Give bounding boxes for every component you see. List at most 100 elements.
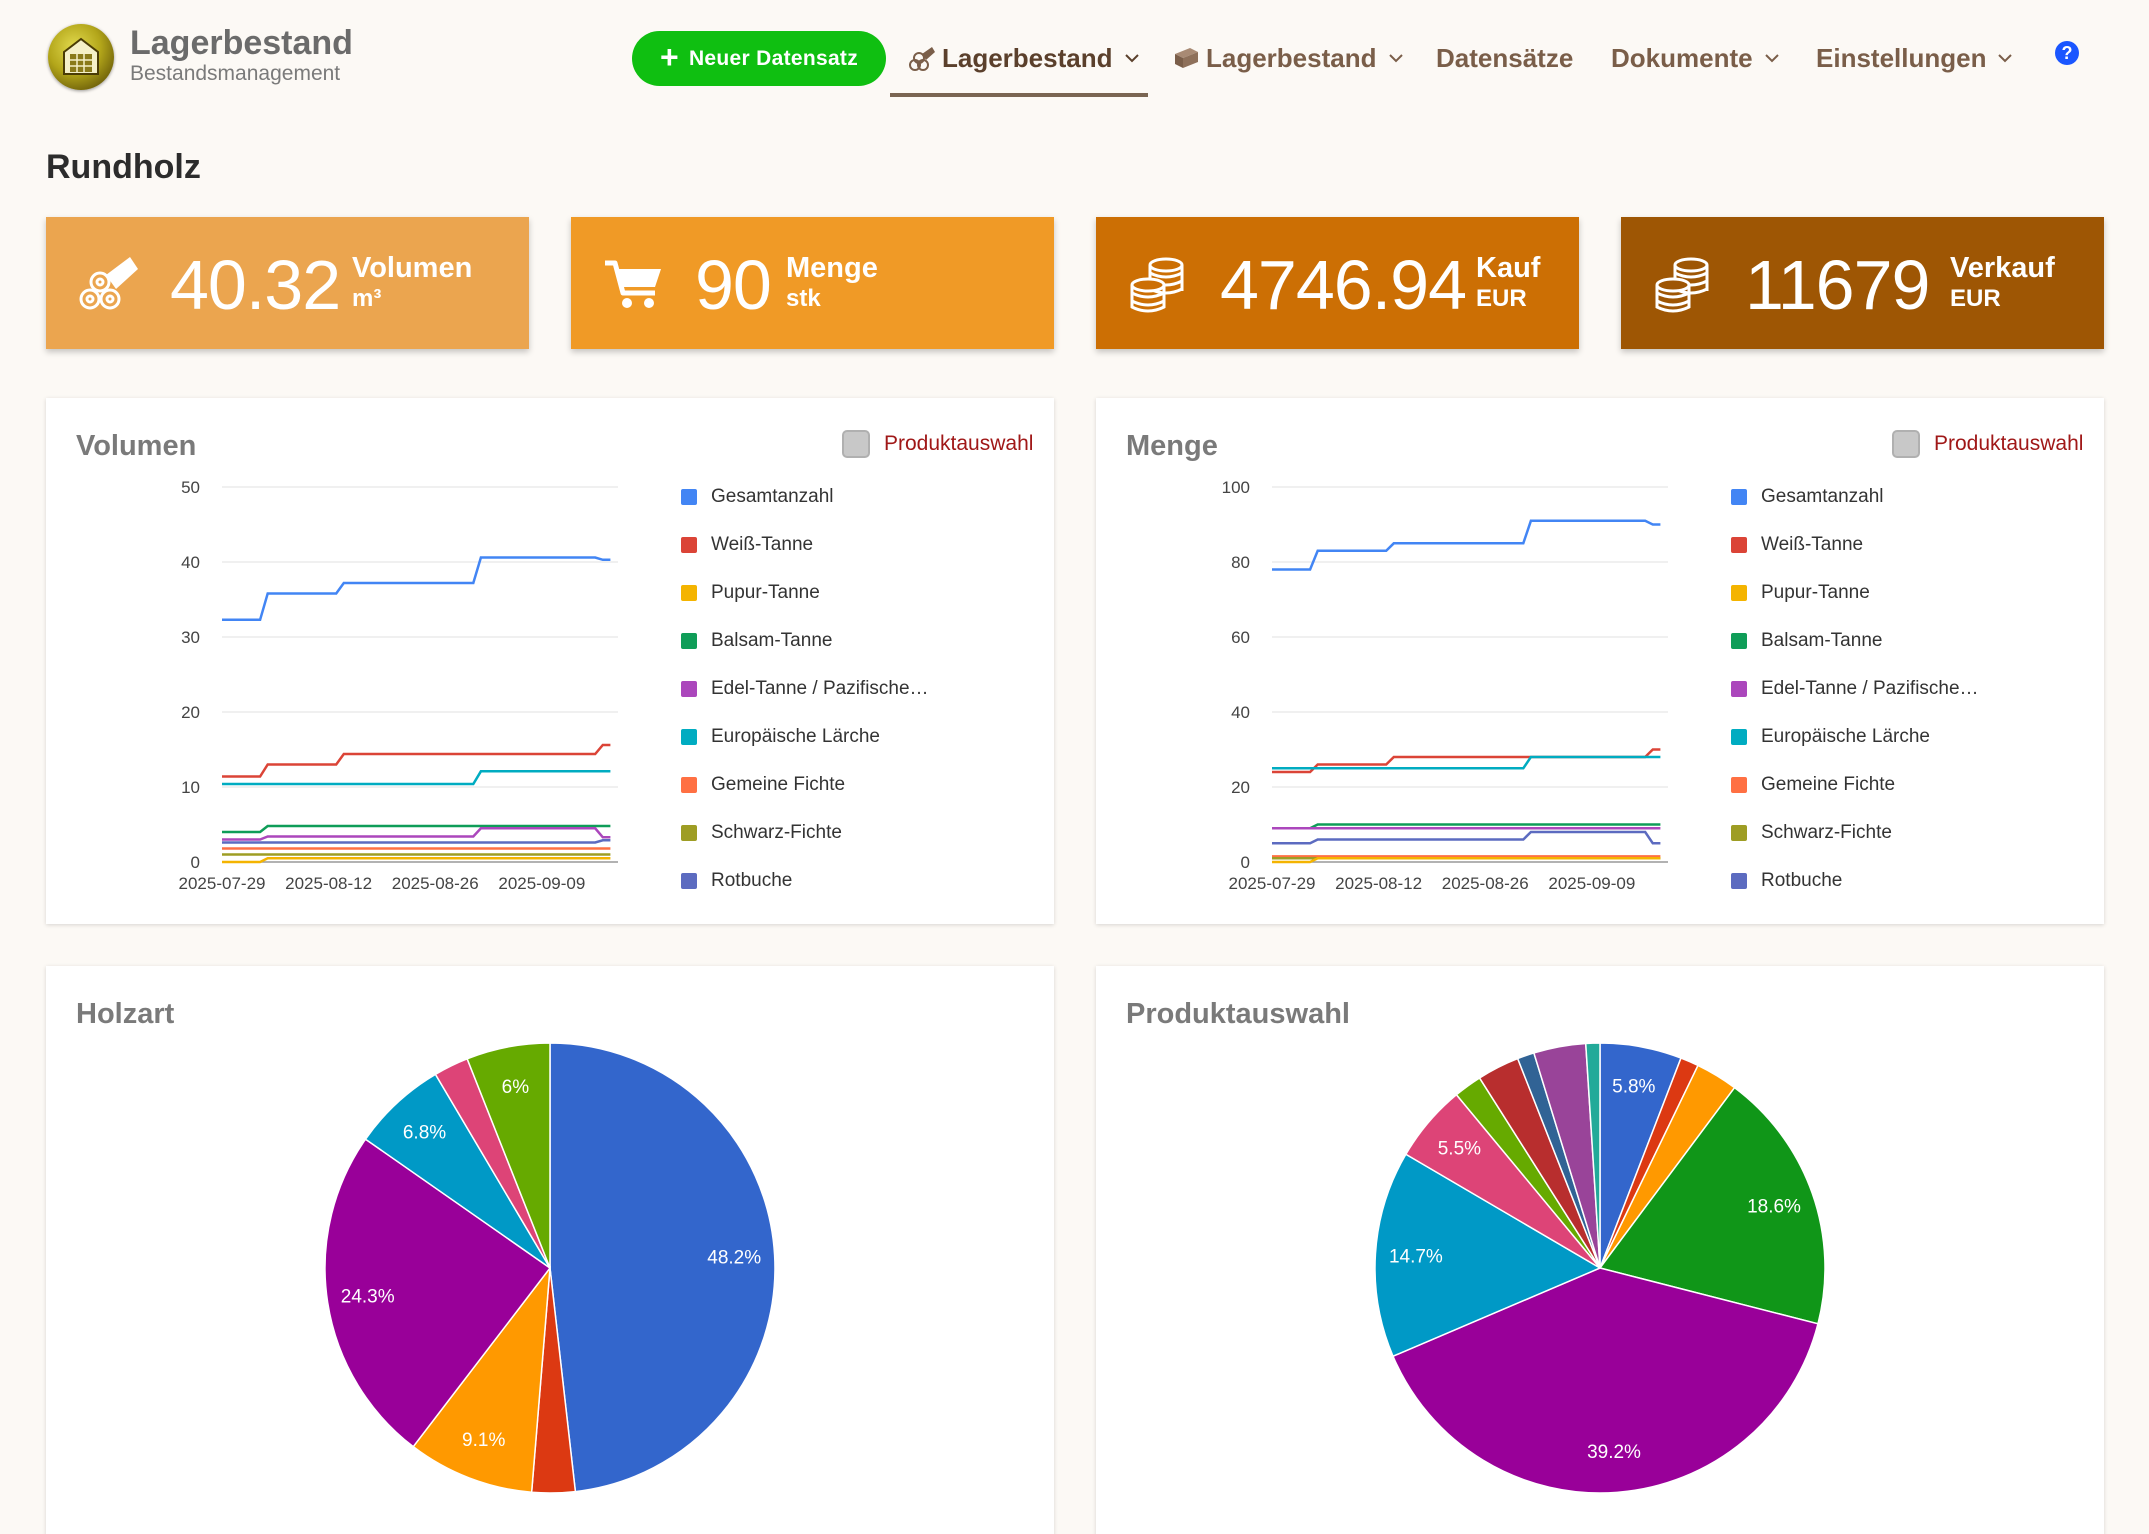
stat-value: 90	[695, 246, 772, 324]
produktauswahl-toggle[interactable]: Produktauswahl	[842, 430, 1033, 458]
series-line	[1272, 748, 1661, 774]
legend-item[interactable]: Pupur-Tanne	[1731, 582, 1870, 604]
legend-item[interactable]: Gesamtanzahl	[681, 486, 834, 508]
stat-label: Volumen	[352, 252, 473, 284]
y-tick-label: 30	[181, 628, 200, 647]
cart-icon	[605, 260, 661, 308]
pie-slice[interactable]	[549, 1042, 776, 1493]
x-tick-label: 2025-07-29	[1229, 874, 1316, 893]
y-tick-label: 0	[191, 853, 200, 872]
legend-label: Gemeine Fichte	[711, 774, 846, 795]
nav-item-dokumente[interactable]: Dokumente	[1611, 38, 1779, 78]
legend-item[interactable]: Weiß-Tanne	[1731, 534, 1863, 556]
help-icon[interactable]: ?	[2055, 41, 2079, 65]
y-tick-label: 0	[1241, 853, 1250, 872]
stat-value: 11679	[1745, 246, 1930, 324]
y-tick-label: 40	[181, 553, 200, 572]
y-tick-label: 50	[181, 478, 200, 497]
x-tick-label: 2025-07-29	[179, 874, 266, 893]
produktauswahl-toggle[interactable]: Produktauswahl	[1892, 430, 2083, 458]
slice-label: 6.8%	[403, 1123, 446, 1144]
nav-item-einstellungen[interactable]: Einstellungen	[1816, 38, 2013, 78]
series-line	[1272, 755, 1661, 770]
lumber-icon	[1175, 48, 1198, 68]
pie-slice[interactable]	[1584, 1042, 1601, 1269]
legend-item[interactable]: Schwarz-Fichte	[681, 822, 842, 844]
legend-item[interactable]: Europäische Lärche	[1731, 726, 1930, 748]
legend-swatch	[681, 729, 697, 745]
legend-item[interactable]: Schwarz-Fichte	[1731, 822, 1892, 844]
series-line	[222, 743, 611, 778]
stat-value: 40.32	[170, 246, 341, 324]
legend-item[interactable]: Rotbuche	[681, 870, 792, 892]
series-line	[222, 839, 611, 844]
nav-item-datensaetze[interactable]: Datensätze	[1436, 38, 1573, 78]
stat-value: 4746.94	[1220, 246, 1467, 324]
produktauswahl-checkbox[interactable]	[842, 430, 870, 458]
chevron-down-icon	[1124, 54, 1139, 63]
y-tick-label: 20	[1231, 778, 1250, 797]
menge-chart-panel: Menge Produktauswahl 0 20 40 60 80 100 2025-07…	[1096, 398, 2104, 924]
series-line	[1272, 519, 1661, 571]
slice-label: 5.5%	[1438, 1139, 1481, 1160]
coins-icon	[1130, 257, 1184, 313]
stat-unit: m³	[352, 285, 382, 312]
produktauswahl-checkbox[interactable]	[1892, 430, 1920, 458]
x-tick-label: 2025-08-26	[1442, 874, 1529, 893]
pie-slice[interactable]	[1598, 1086, 1826, 1325]
panel-title: Produktauswahl	[1126, 998, 1350, 1030]
series-line	[222, 770, 611, 786]
nav-item-lagerbestand-rundholz[interactable]: Lagerbestand	[908, 38, 1139, 78]
legend-label: Weiß-Tanne	[1761, 534, 1864, 555]
stat-label: Menge	[786, 252, 878, 284]
legend-item[interactable]: Gemeine Fichte	[681, 774, 845, 796]
stat-label: Kauf	[1476, 252, 1541, 284]
legend-label: Europäische Lärche	[1761, 726, 1930, 747]
legend-label: Edel-Tanne / Pazifische…	[1761, 678, 1979, 699]
nav-label: Lagerbestand	[942, 42, 1113, 73]
page-title: Rundholz	[46, 148, 201, 186]
legend-item[interactable]: Pupur-Tanne	[681, 582, 820, 604]
legend-item[interactable]: Edel-Tanne / Pazifische…	[681, 678, 929, 700]
pie-slice[interactable]	[1392, 1267, 1819, 1494]
chevron-down-icon	[1388, 54, 1403, 63]
pie-slice[interactable]	[324, 1138, 552, 1448]
stat-card-kauf: 4746.94 Kauf EUR	[1096, 217, 1579, 349]
pie-slice[interactable]	[412, 1265, 551, 1494]
legend-item[interactable]: Balsam-Tanne	[1731, 630, 1882, 652]
logo-icon[interactable]	[48, 24, 114, 90]
x-tick-label: 2025-08-12	[1335, 874, 1422, 893]
nav-label: Datensätze	[1436, 42, 1574, 73]
holzart-chart-panel: Holzart 48.2% 9.1% 24.3% 6.8% 6%	[46, 966, 1054, 1534]
pie-slice[interactable]	[466, 1042, 551, 1269]
pie-slice[interactable]	[1374, 1153, 1602, 1358]
coins-icon	[1655, 257, 1709, 313]
legend-swatch	[1731, 873, 1747, 889]
new-record-label: Neuer Datensatz	[688, 46, 859, 70]
logs-icon	[79, 257, 138, 310]
legend-swatch	[681, 681, 697, 697]
stat-unit: EUR	[1950, 285, 2001, 312]
legend-item[interactable]: Gesamtanzahl	[1731, 486, 1884, 508]
legend-label: Balsam-Tanne	[1761, 630, 1883, 651]
stat-card-verkauf: 11679 Verkauf EUR	[1621, 217, 2104, 349]
plus-icon: +	[659, 38, 679, 75]
legend-label: Schwarz-Fichte	[1761, 822, 1892, 843]
new-record-button[interactable]: + Neuer Datensatz	[632, 31, 886, 86]
legend-item[interactable]: Weiß-Tanne	[681, 534, 813, 556]
slice-label: 14.7%	[1389, 1246, 1443, 1267]
app-header: Lagerbestand Bestandsmanagement + Neuer …	[0, 0, 2149, 110]
series-line	[222, 827, 611, 841]
brand-subtitle: Bestandsmanagement	[130, 62, 341, 85]
nav-item-lagerbestand-schnittholz[interactable]: Lagerbestand	[1172, 38, 1403, 78]
legend-item[interactable]: Rotbuche	[1731, 870, 1842, 892]
legend-item[interactable]: Europäische Lärche	[681, 726, 880, 748]
legend-label: Rotbuche	[1761, 870, 1843, 891]
legend-item[interactable]: Edel-Tanne / Pazifische…	[1731, 678, 1979, 700]
help-glyph: ?	[2061, 42, 2073, 63]
produktauswahl-pie-chart: 5.8% 18.6% 39.2% 14.7% 5.5%	[1374, 1042, 1826, 1494]
legend-swatch	[1731, 729, 1747, 745]
legend-item[interactable]: Balsam-Tanne	[681, 630, 832, 652]
legend-item[interactable]: Gemeine Fichte	[1731, 774, 1895, 796]
legend-label: Gesamtanzahl	[711, 486, 834, 507]
